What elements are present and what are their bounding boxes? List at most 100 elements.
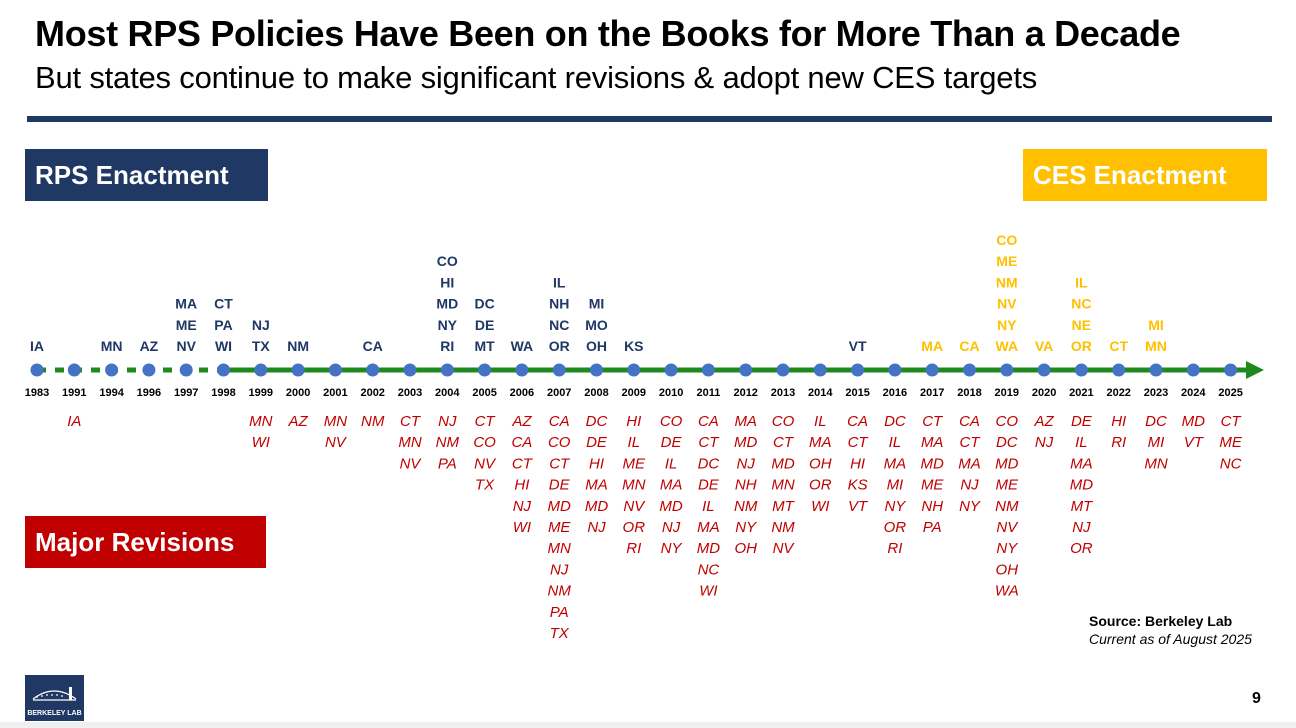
year-label: 2006 — [510, 387, 534, 399]
major-revision-label: MT — [772, 498, 795, 515]
major-revision-label: MN — [324, 413, 347, 430]
major-revision-label: CT — [549, 455, 571, 472]
major-revision-label: MD — [1182, 413, 1205, 430]
year-label: 2007 — [547, 387, 571, 399]
major-revision-label: DE — [549, 477, 571, 494]
major-revision-label: IA — [67, 413, 81, 430]
page-subtitle: But states continue to make significant … — [35, 60, 1038, 95]
year-label: 2004 — [435, 387, 460, 399]
major-revision-label: CT — [773, 434, 795, 451]
major-revision-label: CO — [996, 413, 1019, 430]
major-revision-label: DC — [996, 434, 1018, 451]
rps-enactment-label: MT — [474, 338, 495, 354]
major-revision-label: NY — [959, 498, 981, 515]
major-revision-label: MA — [697, 519, 720, 536]
major-revision-label: CT — [960, 434, 982, 451]
rps-enactment-label: HI — [440, 274, 454, 290]
major-revision-label: CA — [698, 413, 719, 430]
lab-building-icon — [32, 687, 77, 701]
major-revision-label: NJ — [513, 498, 532, 515]
year-marker — [851, 363, 865, 377]
major-revision-label: IL — [889, 434, 902, 451]
berkeley-lab-logo: BERKELEY LAB — [25, 675, 84, 721]
ces-enactment-label: WA — [996, 338, 1019, 354]
year-marker — [1186, 363, 1200, 377]
major-revision-label: NM — [436, 434, 460, 451]
major-revision-label: WI — [252, 434, 270, 451]
year-marker — [403, 363, 417, 377]
year-marker — [813, 363, 827, 377]
major-revision-label: NJ — [662, 519, 681, 536]
major-revision-label: PA — [438, 455, 457, 472]
timeline-arrowhead — [1246, 361, 1264, 379]
major-revision-label: NC — [698, 561, 720, 578]
year-label: 2009 — [622, 387, 646, 399]
major-revision-label: CT — [848, 434, 870, 451]
major-revision-label: HI — [1111, 413, 1126, 430]
major-revision-label: CA — [511, 434, 532, 451]
major-revision-label: NV — [474, 455, 497, 472]
year-marker — [1000, 363, 1014, 377]
major-revision-label: MA — [660, 477, 683, 494]
major-revision-label: OR — [623, 519, 646, 536]
rps-enactment-label: IL — [553, 274, 566, 290]
year-marker — [664, 363, 678, 377]
major-revision-label: MA — [734, 413, 757, 430]
major-revision-label: DC — [586, 413, 608, 430]
year-marker — [590, 363, 603, 377]
year-label: 2018 — [957, 387, 981, 399]
year-label: 2022 — [1106, 387, 1130, 399]
rps-enactment-label: NJ — [252, 317, 270, 333]
source-note: Source: Berkeley Lab — [1089, 613, 1233, 629]
major-revision-label: CO — [548, 434, 571, 451]
major-revision-label: DE — [698, 477, 720, 494]
major-revision-label: CO — [660, 413, 683, 430]
major-revision-label: MA — [884, 455, 907, 472]
year-marker — [701, 363, 715, 377]
major-revision-label: NV — [773, 540, 796, 557]
ces-enactment-label: CA — [959, 338, 979, 354]
major-revision-label: MN — [622, 477, 645, 494]
major-revision-label: MA — [921, 434, 944, 451]
rps-enactment-label: VT — [849, 338, 867, 354]
year-marker — [963, 363, 976, 377]
major-revision-label: VT — [1184, 434, 1205, 451]
major-revision-label: NC — [1220, 455, 1242, 472]
major-revision-label: PA — [923, 519, 942, 536]
major-revision-label: AZ — [511, 413, 532, 430]
major-revision-label: NJ — [438, 413, 457, 430]
major-revision-label: ME — [548, 519, 571, 536]
year-label: 2012 — [733, 387, 757, 399]
year-marker — [1224, 363, 1238, 377]
major-revision-label: CT — [922, 413, 944, 430]
major-revision-label: WA — [995, 583, 1019, 600]
major-revision-label: HI — [626, 413, 641, 430]
ces-enactment-label: NC — [1071, 296, 1091, 312]
ces-enactment-label: MA — [921, 338, 943, 354]
rps-enactment-label: DE — [475, 317, 494, 333]
year-label: 1998 — [211, 387, 235, 399]
major-revision-label: ME — [996, 477, 1019, 494]
year-marker — [515, 363, 529, 377]
major-revision-label: MA — [958, 455, 981, 472]
year-label: 2017 — [920, 387, 944, 399]
year-marker — [30, 363, 44, 377]
year-label: 1991 — [62, 387, 86, 399]
ces-enactment-label: NE — [1072, 317, 1091, 333]
major-revision-label: CO — [772, 413, 795, 430]
major-revision-label: NJ — [587, 519, 606, 536]
major-revision-label: ME — [1219, 434, 1242, 451]
year-marker — [142, 363, 156, 377]
major-revision-label: OH — [996, 561, 1019, 578]
major-revision-label: MD — [659, 498, 682, 515]
major-revision-label: RI — [887, 540, 902, 557]
major-revisions-legend: Major Revisions — [25, 516, 266, 568]
rps-enactment-label: DC — [474, 296, 494, 312]
year-label: 2025 — [1218, 387, 1242, 399]
year-marker — [1149, 363, 1163, 377]
major-revision-label: MT — [1071, 498, 1094, 515]
year-label: 2016 — [883, 387, 907, 399]
year-marker — [552, 363, 566, 377]
major-revision-label: WI — [513, 519, 531, 536]
ces-enactment-label: NM — [996, 274, 1018, 290]
